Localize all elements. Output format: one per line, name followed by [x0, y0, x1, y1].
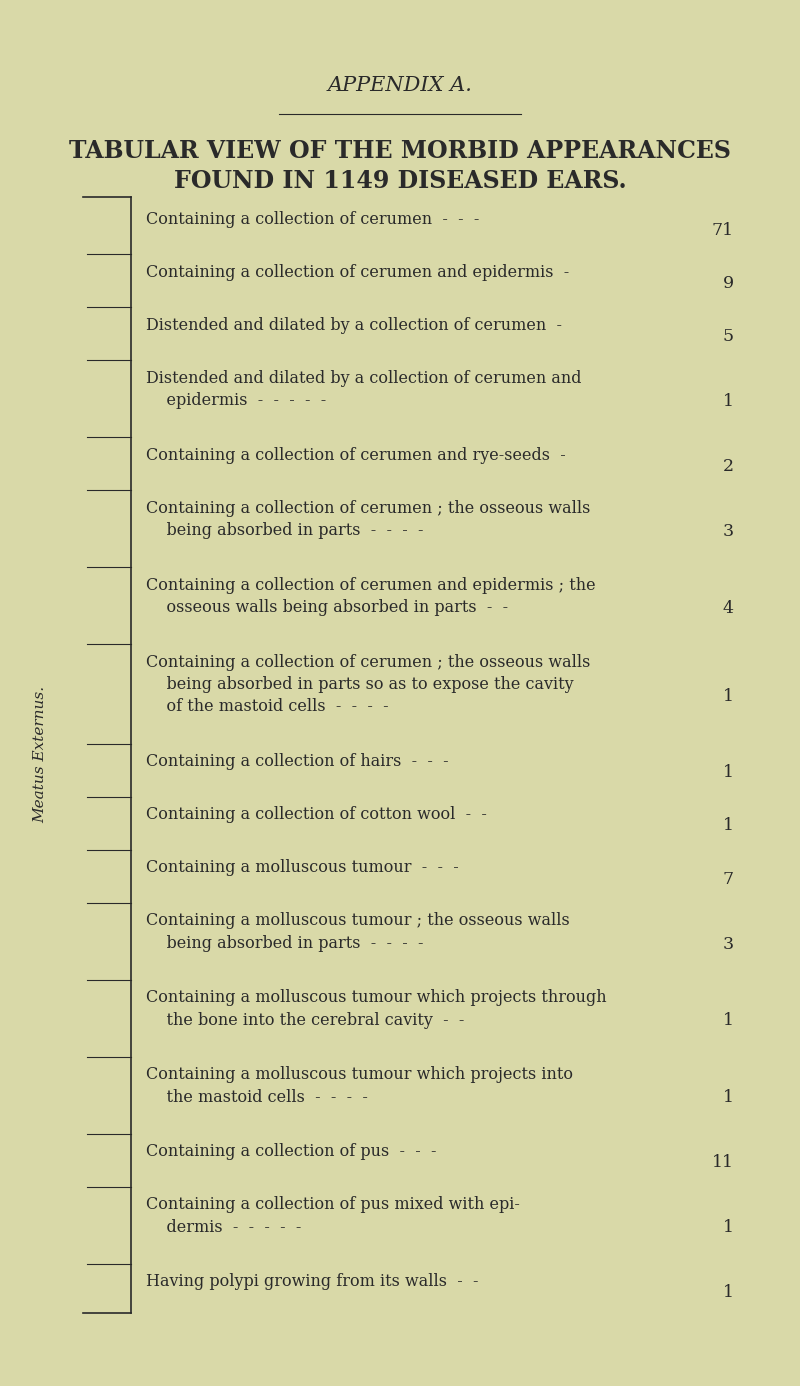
Text: 1: 1 [722, 1220, 734, 1236]
Text: 3: 3 [722, 936, 734, 952]
Text: APPENDIX A.: APPENDIX A. [327, 76, 473, 96]
Text: Meatus Externus.: Meatus Externus. [33, 686, 47, 823]
Text: 11: 11 [711, 1155, 734, 1171]
Text: 4: 4 [722, 600, 734, 617]
Text: Containing a collection of hairs  -  -  -: Containing a collection of hairs - - - [146, 753, 449, 771]
Text: Containing a molluscous tumour  -  -  -: Containing a molluscous tumour - - - [146, 859, 458, 876]
Text: 1: 1 [722, 392, 734, 410]
Text: Containing a collection of cerumen and rye-seeds  -: Containing a collection of cerumen and r… [146, 446, 566, 464]
Text: Containing a collection of cerumen ; the osseous walls
    being absorbed in par: Containing a collection of cerumen ; the… [146, 500, 590, 539]
Text: Containing a molluscous tumour which projects through
    the bone into the cere: Containing a molluscous tumour which pro… [146, 990, 606, 1028]
Text: 5: 5 [722, 328, 734, 345]
Text: 71: 71 [711, 222, 734, 238]
Text: Containing a molluscous tumour ; the osseous walls
    being absorbed in parts  : Containing a molluscous tumour ; the oss… [146, 912, 570, 952]
Text: Containing a collection of cerumen and epidermis  -: Containing a collection of cerumen and e… [146, 263, 570, 281]
Text: Distended and dilated by a collection of cerumen and
    epidermis  -  -  -  -  : Distended and dilated by a collection of… [146, 370, 582, 409]
Text: 1: 1 [722, 765, 734, 782]
Text: Containing a collection of cerumen  -  -  -: Containing a collection of cerumen - - - [146, 211, 479, 227]
Text: Containing a molluscous tumour which projects into
    the mastoid cells  -  -  : Containing a molluscous tumour which pro… [146, 1066, 573, 1106]
Text: 1: 1 [722, 687, 734, 705]
Text: Containing a collection of cerumen ; the osseous walls
    being absorbed in par: Containing a collection of cerumen ; the… [146, 654, 590, 715]
Text: 1: 1 [722, 818, 734, 834]
Text: 7: 7 [722, 870, 734, 887]
Text: Containing a collection of pus mixed with epi-
    dermis  -  -  -  -  -: Containing a collection of pus mixed wit… [146, 1196, 520, 1235]
Text: TABULAR VIEW OF THE MORBID APPEARANCES: TABULAR VIEW OF THE MORBID APPEARANCES [69, 139, 731, 162]
Text: 1: 1 [722, 1285, 734, 1301]
Text: 2: 2 [722, 457, 734, 475]
Text: 3: 3 [722, 523, 734, 541]
Text: 1: 1 [722, 1089, 734, 1106]
Text: FOUND IN 1149 DISEASED EARS.: FOUND IN 1149 DISEASED EARS. [174, 169, 626, 193]
Text: Having polypi growing from its walls  -  -: Having polypi growing from its walls - - [146, 1274, 478, 1290]
Text: Containing a collection of cotton wool  -  -: Containing a collection of cotton wool -… [146, 807, 487, 823]
Text: 1: 1 [722, 1012, 734, 1030]
Text: Containing a collection of cerumen and epidermis ; the
    osseous walls being a: Containing a collection of cerumen and e… [146, 577, 596, 615]
Text: Distended and dilated by a collection of cerumen  -: Distended and dilated by a collection of… [146, 317, 562, 334]
Text: Containing a collection of pus  -  -  -: Containing a collection of pus - - - [146, 1143, 437, 1160]
Text: 9: 9 [722, 274, 734, 292]
